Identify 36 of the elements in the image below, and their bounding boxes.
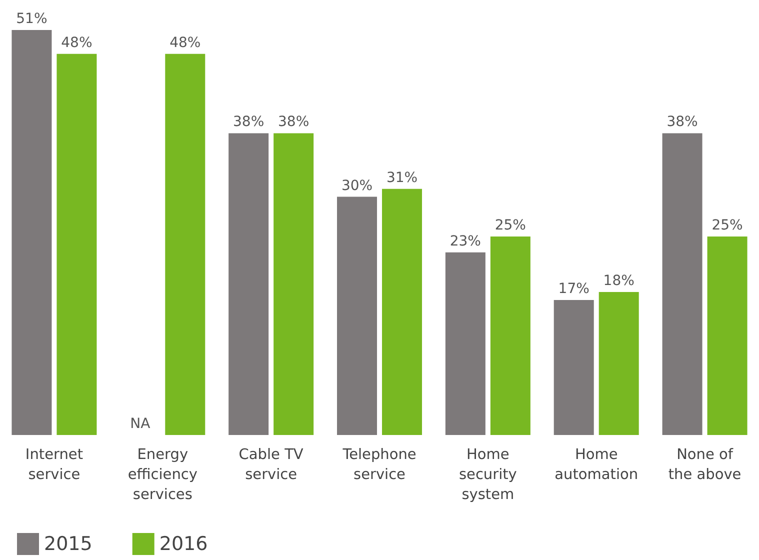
bar xyxy=(445,252,486,435)
data-label: 48% xyxy=(61,34,92,51)
bar xyxy=(382,188,422,435)
bar xyxy=(707,236,748,435)
bar xyxy=(12,30,52,435)
bar xyxy=(662,133,702,435)
bar xyxy=(598,292,639,435)
bar xyxy=(56,54,97,435)
data-label: 25% xyxy=(494,217,526,234)
data-label: 38% xyxy=(666,114,698,130)
bar xyxy=(490,236,530,435)
bar xyxy=(554,300,594,435)
x-tick-label: None of the above xyxy=(668,447,742,483)
data-label: 31% xyxy=(386,170,418,186)
data-label: 23% xyxy=(450,233,481,250)
legend-label: 2016 xyxy=(159,533,208,555)
data-label: 25% xyxy=(712,217,743,234)
data-label: 48% xyxy=(170,34,201,51)
x-tick-label: Energy efficiency services xyxy=(128,447,198,503)
bar xyxy=(337,196,377,435)
data-label: 30% xyxy=(341,178,373,194)
bar xyxy=(274,133,314,435)
data-label: 17% xyxy=(558,281,590,297)
data-label: 38% xyxy=(278,114,310,130)
data-label: 18% xyxy=(603,273,634,290)
legend-label: 2015 xyxy=(44,533,92,555)
data-label: 51% xyxy=(16,11,48,27)
x-tick-label: Telephone service xyxy=(342,447,416,483)
text: NA xyxy=(130,416,150,432)
x-tick-label: Home automation xyxy=(554,447,638,483)
x-tick-label: Home security system xyxy=(458,447,518,503)
x-tick-label: Internet service xyxy=(25,447,84,483)
x-tick-label: Cable TV service xyxy=(238,447,304,483)
data-label: 38% xyxy=(233,114,264,130)
bar xyxy=(228,133,269,435)
bar xyxy=(165,54,206,435)
